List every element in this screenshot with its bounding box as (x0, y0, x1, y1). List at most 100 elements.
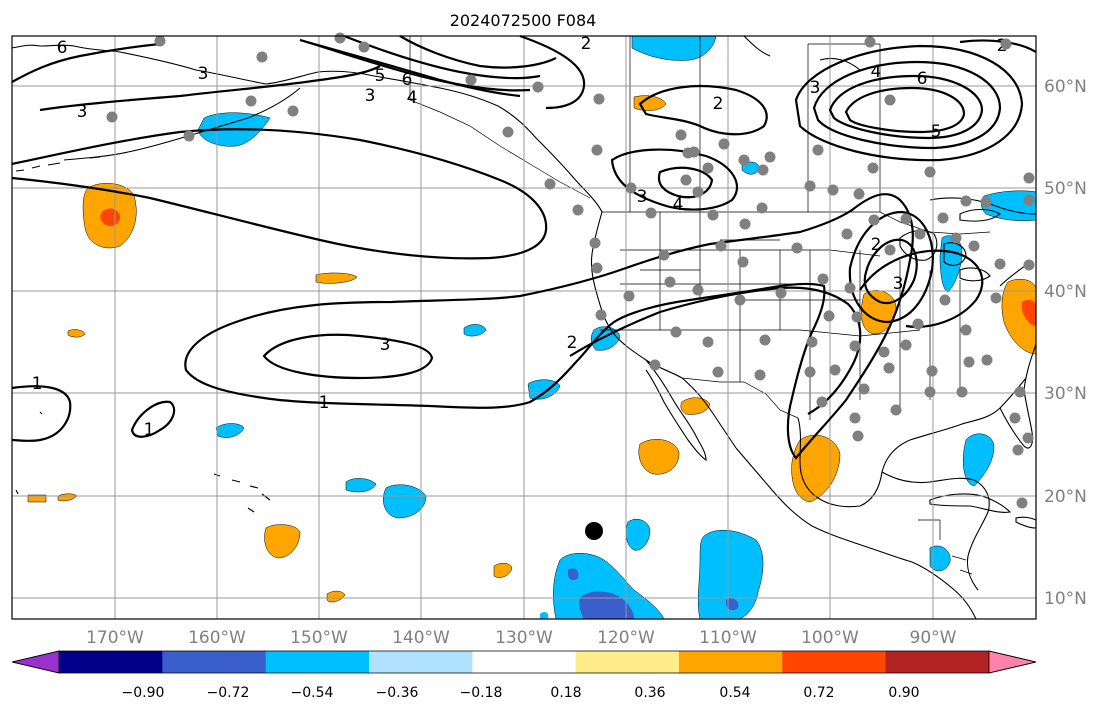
station-point (849, 340, 861, 352)
contour-2-bc (519, 34, 586, 110)
station-point (994, 258, 1006, 270)
lat-label: 30°N (1044, 384, 1087, 404)
contour-4-hudson (812, 60, 1002, 150)
station-point (739, 218, 751, 230)
station-point (692, 284, 704, 296)
map-title: 2024072500 F084 (450, 11, 597, 30)
shade-orange (861, 290, 897, 335)
station-point (841, 228, 853, 240)
contour-label: 1 (319, 393, 330, 413)
station-point (702, 162, 714, 174)
station-point (980, 196, 992, 208)
shade-orange (493, 563, 513, 578)
lat-label: 60°N (1044, 77, 1087, 97)
shade-blue (383, 484, 427, 519)
storm-marker (585, 522, 603, 540)
contour-1-main (184, 193, 914, 460)
station-point (502, 126, 514, 138)
aleutians (15, 156, 101, 172)
contour-label: 3 (380, 335, 391, 355)
station-point (759, 334, 771, 346)
colorbar-tick-label: −0.72 (207, 685, 250, 701)
contour-3-pacific (262, 333, 434, 380)
yucatan-central-america (881, 471, 990, 591)
station-point (791, 242, 803, 254)
station-point (688, 146, 700, 158)
contour-3-east-low (863, 238, 918, 305)
station-point (950, 232, 962, 244)
station-point (858, 383, 870, 395)
contour-label: 2 (871, 235, 882, 255)
station-point (827, 184, 839, 196)
canada-provinces (629, 36, 881, 212)
station-point (754, 369, 766, 381)
contour-3-hudson (794, 44, 1024, 162)
station-point (1023, 259, 1035, 271)
contour-label: 3 (810, 78, 821, 98)
lon-label: 120°W (597, 628, 655, 648)
contour-2-pacific (11, 128, 548, 260)
station-point (1022, 432, 1034, 444)
colorbar-segment (988, 650, 1037, 674)
colorbar-segment (369, 651, 473, 673)
contour-label: 3 (637, 187, 648, 207)
hawaii (213, 473, 271, 513)
lon-label: 140°W (392, 628, 450, 648)
shade-orange (315, 272, 358, 284)
shade-blue (963, 433, 995, 487)
shade-orange (67, 329, 86, 338)
station-point (670, 326, 682, 338)
station-point (878, 346, 890, 358)
station-point (106, 111, 118, 123)
station-point (715, 240, 727, 252)
station-point (256, 51, 268, 63)
station-point (465, 74, 477, 86)
contour-2-east (569, 286, 862, 415)
contour-2-canada (638, 85, 768, 136)
shade-blue (345, 478, 377, 493)
station-point (1016, 497, 1028, 509)
station-point (1023, 172, 1035, 184)
lon-label: 130°W (495, 628, 553, 648)
islands-pacific (15, 411, 43, 495)
colorbar-tick-label: −0.90 (122, 685, 165, 701)
station-point (718, 138, 730, 150)
contour-label: 6 (402, 70, 413, 90)
lat-label: 40°N (1044, 282, 1087, 302)
us-canada-border (602, 211, 991, 235)
contour-label: 6 (57, 38, 68, 58)
colorbar-tick-label: 0.90 (888, 685, 919, 701)
map-frame (11, 35, 1037, 620)
station-point (853, 188, 865, 200)
station-point (572, 204, 584, 216)
lat-label: 10°N (1044, 589, 1087, 609)
colorbar-tick-labels: −0.90 −0.72 −0.54 −0.36 −0.18 0.18 0.36 … (122, 685, 920, 701)
colorbar-segment (11, 650, 60, 674)
contour-label: 4 (673, 195, 684, 215)
contour-label: 2 (713, 94, 724, 114)
station-point (867, 162, 879, 174)
station-point (1012, 444, 1024, 456)
station-point (756, 202, 768, 214)
shade-blue (215, 423, 245, 438)
station-point (1009, 412, 1021, 424)
station-point (287, 105, 299, 117)
station-point (593, 93, 605, 105)
shade-orange (791, 435, 841, 503)
coastline-layer (11, 35, 1037, 620)
colorbar-tick-label: 0.18 (550, 685, 581, 701)
station-point (868, 214, 880, 226)
station-point (960, 195, 972, 207)
station-point (675, 129, 687, 141)
colorbar-outline (11, 650, 1037, 674)
shade-blue (697, 529, 764, 620)
colorbar-segment (575, 651, 680, 673)
baja (645, 359, 707, 462)
lon-label: 100°W (801, 628, 859, 648)
shade-orange (27, 494, 47, 503)
station-point (658, 249, 670, 261)
contour-5-hudson (828, 74, 984, 140)
station-point (734, 294, 746, 306)
station-point (851, 311, 863, 323)
